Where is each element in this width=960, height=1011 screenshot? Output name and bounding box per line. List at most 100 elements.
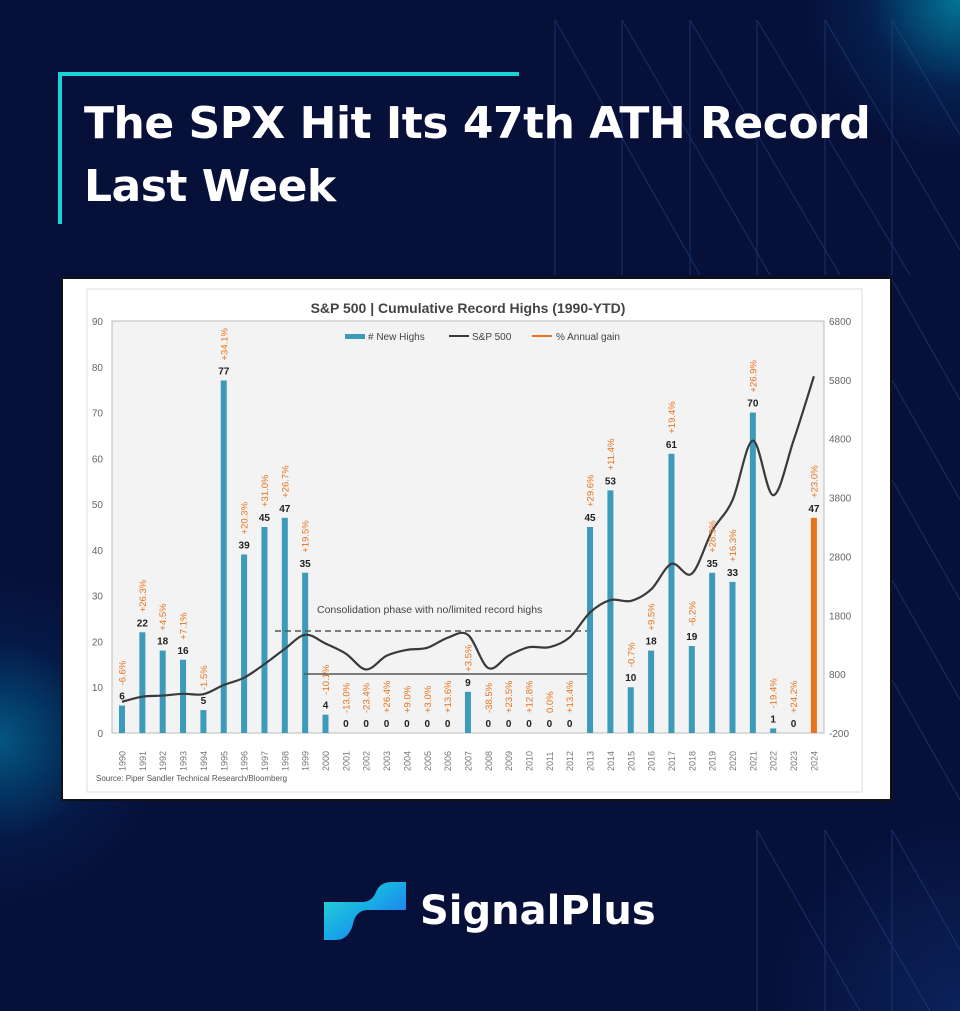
bar-new-highs (281, 517, 288, 733)
bar-value-label: 0 (486, 719, 492, 730)
legend: # New Highs S&P 500 % Annual gain (345, 332, 620, 343)
annual-gain-label: +12.8% (525, 680, 536, 713)
left-axis-tick: 50 (92, 500, 104, 511)
bar-value-label: 39 (239, 540, 251, 551)
x-axis-tick: 2021 (748, 751, 758, 771)
annual-gain-label: +23.5% (504, 680, 515, 713)
x-axis-tick: 2010 (525, 751, 535, 771)
signalplus-logo-icon (324, 882, 406, 940)
annual-gain-label: +19.5% (301, 520, 312, 553)
x-axis-tick: 2023 (789, 751, 799, 771)
bar-new-highs (688, 646, 695, 733)
left-axis-tick: 70 (92, 409, 104, 420)
bar-value-label: 0 (363, 719, 369, 730)
bar-new-highs (119, 705, 125, 733)
x-axis-tick: 1998 (280, 751, 290, 771)
bar-value-label: 0 (343, 719, 349, 730)
bar-value-label: 4 (323, 701, 329, 712)
bar-value-label: 1 (770, 714, 776, 725)
x-axis-tick: 2018 (687, 751, 697, 771)
x-axis-tick: 2024 (809, 751, 819, 771)
x-axis-tick: 1997 (260, 751, 270, 771)
bar-value-label: 0 (506, 719, 512, 730)
bar-new-highs (709, 572, 716, 733)
annual-gain-label: +20.3% (240, 501, 251, 534)
bar-value-label: 0 (547, 719, 553, 730)
page-title: The SPX Hit Its 47th ATH Record Last Wee… (84, 98, 871, 212)
x-axis-tick: 1995 (219, 751, 229, 771)
legend-swatch-new-highs (345, 334, 365, 339)
bar-new-highs (220, 380, 227, 733)
bar-value-label: 77 (218, 367, 230, 378)
x-axis-tick: 1994 (199, 751, 209, 771)
annual-gain-label: -6.6% (118, 660, 129, 685)
bar-new-highs (810, 517, 817, 733)
annual-gain-label: -1.5% (199, 665, 210, 690)
annual-gain-label: +26.9% (748, 360, 759, 393)
x-axis-tick: 1993 (179, 751, 189, 771)
bar-new-highs (749, 412, 756, 733)
right-axis-tick: -200 (829, 729, 849, 740)
annual-gain-label: +29.6% (586, 474, 597, 507)
left-axis-tick: 0 (97, 729, 103, 740)
right-axis-tick: 800 (829, 670, 846, 681)
accent-bracket-top (58, 72, 519, 76)
bar-new-highs (648, 650, 655, 733)
annual-gain-label: +9.5% (647, 603, 658, 631)
annual-gain-label: -38.5% (484, 682, 495, 713)
x-axis-tick: 2015 (626, 751, 636, 771)
x-axis-tick: 1999 (301, 751, 311, 771)
x-axis-tick: 2013 (586, 751, 596, 771)
brand-logo: SignalPlus (322, 880, 656, 942)
left-axis-tick: 20 (92, 637, 104, 648)
annual-gain-label: +26.4% (382, 680, 393, 713)
legend-label-new-highs: # New Highs (368, 332, 425, 343)
bar-value-label: 19 (686, 632, 698, 643)
sp500-line (121, 375, 815, 703)
x-axis-tick: 1992 (158, 751, 168, 771)
bar-value-label: 61 (666, 440, 678, 451)
bar-value-label: 5 (201, 696, 207, 707)
x-axis-tick: 2009 (504, 751, 514, 771)
annual-gain-label: +19.4% (667, 401, 678, 434)
plot-area (111, 320, 825, 734)
x-axis-tick: 2006 (443, 751, 453, 771)
bar-value-label: 35 (707, 559, 719, 570)
annual-gain-label: +4.5% (158, 603, 169, 631)
consolidation-lines: Consolidation phase with no/limited reco… (275, 604, 587, 675)
bar-value-label: 53 (605, 476, 617, 487)
x-axis-tick: 2005 (423, 751, 433, 771)
right-axis-tick: 3800 (829, 494, 852, 505)
bar-value-label: 10 (625, 673, 637, 684)
bar-value-label: 45 (259, 513, 271, 524)
bar-value-label: 70 (747, 399, 759, 410)
bar-value-label: 6 (119, 692, 125, 703)
legend-label-sp500: S&P 500 (472, 332, 512, 343)
x-axis-tick: 2001 (341, 751, 351, 771)
annual-gain-label: +24.2% (789, 680, 800, 713)
right-axis-tick: 4800 (829, 435, 852, 446)
legend-label-annual-gain: % Annual gain (556, 332, 620, 343)
annual-gain-label: +28.9% (708, 520, 719, 553)
x-axis-tick: 2007 (463, 751, 473, 771)
annual-gain-label: +9.0% (402, 685, 413, 713)
bar-value-label: 0 (567, 719, 573, 730)
brand-name: SignalPlus (420, 888, 656, 934)
bar-value-label: 0 (791, 719, 797, 730)
bar-new-highs (627, 687, 634, 733)
x-axis-tick: 1991 (138, 751, 148, 771)
chart-title: S&P 500 | Cumulative Record Highs (1990-… (311, 300, 626, 316)
annual-gain-label: +7.1% (179, 612, 190, 640)
bar-value-label: 16 (177, 646, 189, 657)
x-axis-tick: 2014 (606, 751, 616, 771)
x-axis-tick: 2020 (728, 751, 738, 771)
annual-gain-label: +13.4% (565, 680, 576, 713)
x-axis-tick: 2017 (667, 751, 677, 771)
annual-gain-label: +23.0% (809, 465, 820, 498)
bar-value-label: 0 (445, 719, 451, 730)
x-axis-tick: 2000 (321, 751, 331, 771)
annual-gain-label: +31.0% (260, 474, 271, 507)
annual-gain-label: -23.4% (362, 682, 373, 713)
x-axis-tick: 1990 (118, 751, 128, 771)
